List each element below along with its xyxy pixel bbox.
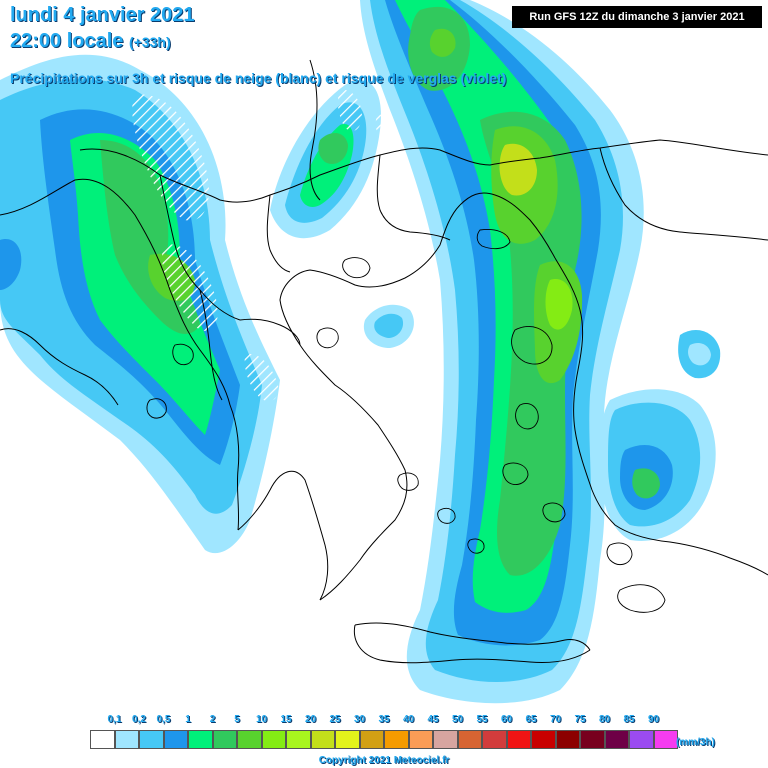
legend-tick: 50 xyxy=(451,714,464,725)
legend-tick: 45 xyxy=(427,714,439,725)
legend-swatch xyxy=(531,730,556,749)
legend-tick: 0,2 xyxy=(132,714,146,725)
legend-tick: 10 xyxy=(255,714,268,725)
legend-tick: 90 xyxy=(647,714,660,725)
legend-tick: 5 xyxy=(234,714,240,725)
legend-swatch xyxy=(139,730,164,749)
islands xyxy=(146,229,666,613)
copyright: Copyright 2021 Meteociel.fr xyxy=(318,755,450,766)
legend-swatch xyxy=(114,730,139,749)
legend-swatch xyxy=(188,730,213,749)
legend-tick: 35 xyxy=(378,714,390,725)
legend-tick: 75 xyxy=(574,714,586,725)
legend-tick: 25 xyxy=(329,714,341,725)
legend-swatch xyxy=(604,730,629,749)
legend-swatch xyxy=(384,730,409,749)
legend-swatch xyxy=(653,730,678,749)
forecast-date: lundi 4 janvier 2021 xyxy=(10,4,195,26)
legend-unit: (mm/3h) xyxy=(676,737,715,748)
legend-swatch xyxy=(237,730,262,749)
map-subtitle: Précipitations sur 3h et risque de neige… xyxy=(10,70,507,86)
legend-swatch xyxy=(335,730,360,749)
legend-swatch xyxy=(212,730,237,749)
legend-swatch xyxy=(261,730,286,749)
legend-tick: 15 xyxy=(280,714,292,725)
legend-tick: 20 xyxy=(304,714,317,725)
snow-risk-hatching xyxy=(132,89,391,402)
legend-tick: 55 xyxy=(476,714,488,725)
legend-tick: 80 xyxy=(598,714,611,725)
east-precip-band xyxy=(360,0,644,704)
legend-swatch xyxy=(629,730,654,749)
legend-swatch xyxy=(90,730,115,749)
legend-tick: 30 xyxy=(353,714,366,725)
legend-tick: 2 xyxy=(209,714,216,725)
legend-swatch xyxy=(555,730,580,749)
lead-time: (+33h) xyxy=(128,34,171,50)
local-time: 22:00 locale xyxy=(10,30,124,52)
legend-swatch xyxy=(408,730,433,749)
legend-swatch xyxy=(506,730,531,749)
legend-tick: 85 xyxy=(623,714,635,725)
legend-swatch xyxy=(580,730,605,749)
legend-tick-labels: 0,1 0,2 0,5 1 2 5 10 15 20 25 30 35 40 45 50 55 60 65 70 75… xyxy=(104,714,684,726)
forecast-time: 22:00 locale (+33h) xyxy=(10,30,171,53)
legend-color-bar xyxy=(90,730,678,750)
legend-tick: 60 xyxy=(500,714,513,725)
southeast-precip-patches xyxy=(600,330,721,541)
coastlines xyxy=(0,178,768,664)
legend-swatch xyxy=(457,730,482,749)
legend-swatch xyxy=(163,730,188,749)
legend-swatch xyxy=(310,730,335,749)
legend-tick: 40 xyxy=(402,714,415,725)
legend-tick: 0,1 xyxy=(107,714,122,725)
legend-tick: 65 xyxy=(525,714,537,725)
legend-tick: 1 xyxy=(185,714,191,725)
legend-tick: 70 xyxy=(549,714,562,725)
legend-swatch xyxy=(286,730,311,749)
borders xyxy=(79,59,768,401)
legend-tick: 0,5 xyxy=(156,714,171,725)
legend-swatch xyxy=(482,730,507,749)
legend-swatch xyxy=(359,730,384,749)
run-label: Run GFS 12Z du dimanche 3 janvier 2021 xyxy=(512,6,762,28)
legend-swatch xyxy=(433,730,458,749)
